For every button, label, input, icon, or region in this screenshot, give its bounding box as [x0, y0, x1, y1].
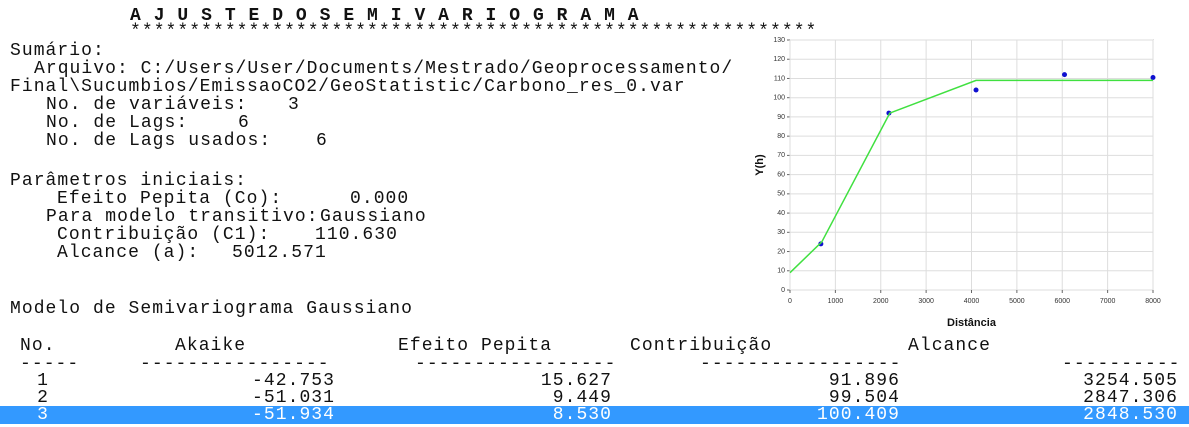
column-header: Efeito Pepita — [398, 336, 552, 356]
point — [886, 110, 892, 116]
column-header: Contribuição — [630, 336, 772, 356]
label: No. de variáveis: — [46, 95, 247, 115]
y-tick-label: 60 — [777, 171, 785, 178]
x-tick-label: 1000 — [828, 298, 844, 305]
model-heading: Modelo de Semivariograma Gaussiano — [10, 299, 413, 319]
cell: 9.449 — [553, 388, 612, 408]
results-table: No. Akaike Efeito Pepita Contribuição Alcanc… — [20, 336, 1181, 425]
y-tick-label: 10 — [777, 268, 785, 275]
title: A J U S T E D O S E M I V A R I O G R A … — [130, 6, 640, 26]
value: 0.000 — [350, 189, 409, 209]
y-tick-label: 90 — [777, 114, 785, 121]
chart: 0 10 20 30 40 50 60 70 80 90 100 110 120 130 0 1000 2000… — [754, 37, 1161, 329]
cell: 8.530 — [553, 405, 612, 425]
y-tick-label: 120 — [773, 56, 785, 63]
x-axis-label: Distância — [947, 317, 997, 329]
cell: -51.934 — [252, 405, 335, 425]
x-tick-label: 5000 — [1009, 298, 1025, 305]
cell: 2848.530 — [1083, 405, 1178, 425]
label: Para modelo transitivo: — [46, 207, 319, 227]
y-axis-label: Y(h) — [754, 154, 766, 176]
cell: 100.409 — [817, 405, 900, 425]
column-header: Akaike — [175, 336, 246, 356]
separator: ----------------- — [415, 354, 616, 374]
separator: ---------------- — [140, 354, 330, 374]
value: 3 — [288, 95, 300, 115]
y-tick-label: 30 — [777, 229, 785, 236]
y-tick-label: 40 — [777, 210, 785, 217]
value: 110.630 — [315, 225, 398, 245]
value: 6 — [238, 113, 250, 133]
value: 5012.571 — [232, 243, 327, 263]
cell: 1 — [37, 371, 49, 391]
x-tick-label: 7000 — [1100, 298, 1116, 305]
cell: 91.896 — [829, 371, 900, 391]
cell: 2 — [37, 388, 49, 408]
cell: 15.627 — [541, 371, 612, 391]
cell: 2847.306 — [1083, 388, 1178, 408]
y-tick-label: 20 — [777, 248, 785, 255]
y-tick-label: 80 — [777, 133, 785, 140]
y-tick-label: 0 — [781, 287, 785, 294]
point — [973, 87, 979, 93]
point — [1062, 72, 1068, 78]
cell: -42.753 — [252, 371, 335, 391]
x-tick-label: 4000 — [964, 298, 980, 305]
file-line: Arquivo: C:/Users/User/Documents/Mestrad… — [34, 59, 733, 79]
cell: 99.504 — [829, 388, 900, 408]
x-tick-label: 3000 — [918, 298, 934, 305]
label: No. de Lags: — [46, 113, 188, 133]
x-tick-label: 6000 — [1054, 298, 1070, 305]
y-tick-label: 130 — [773, 37, 785, 44]
separator: ****************************************… — [130, 22, 817, 42]
separator: ----- — [20, 354, 79, 374]
column-header: No. — [20, 336, 56, 356]
label: No. de Lags usados: — [46, 131, 271, 151]
summary-heading: Sumário: — [10, 41, 105, 61]
selected-row-highlight[interactable] — [0, 406, 1189, 424]
label: Efeito Pepita (Co): — [57, 189, 282, 209]
label: Contribuição (C1): — [57, 225, 270, 245]
cell: -51.031 — [252, 388, 335, 408]
model-line — [789, 79, 1153, 274]
value: 6 — [316, 131, 328, 151]
cell: 3254.505 — [1083, 371, 1178, 391]
separator: ----------------- — [700, 354, 901, 374]
y-tick-label: 70 — [777, 152, 785, 159]
cell: 3 — [37, 405, 49, 425]
initial-heading: Parâmetros iniciais: — [10, 171, 247, 191]
separator: ---------- — [1062, 354, 1181, 374]
file-line: Final\Sucumbios/EmissaoCO2/GeoStatistic/… — [10, 77, 686, 97]
x-tick-label: 8000 — [1145, 298, 1161, 305]
y-tick-label: 100 — [773, 95, 785, 102]
x-tick-label: 0 — [788, 298, 792, 305]
column-header: Alcance — [908, 336, 991, 356]
point — [1150, 75, 1156, 80]
y-tick-label: 110 — [774, 75, 785, 82]
x-tick-label: 2000 — [873, 298, 889, 305]
value: Gaussiano — [320, 207, 427, 227]
y-tick-label: 50 — [777, 191, 785, 198]
label: Alcance (a): — [57, 243, 199, 263]
